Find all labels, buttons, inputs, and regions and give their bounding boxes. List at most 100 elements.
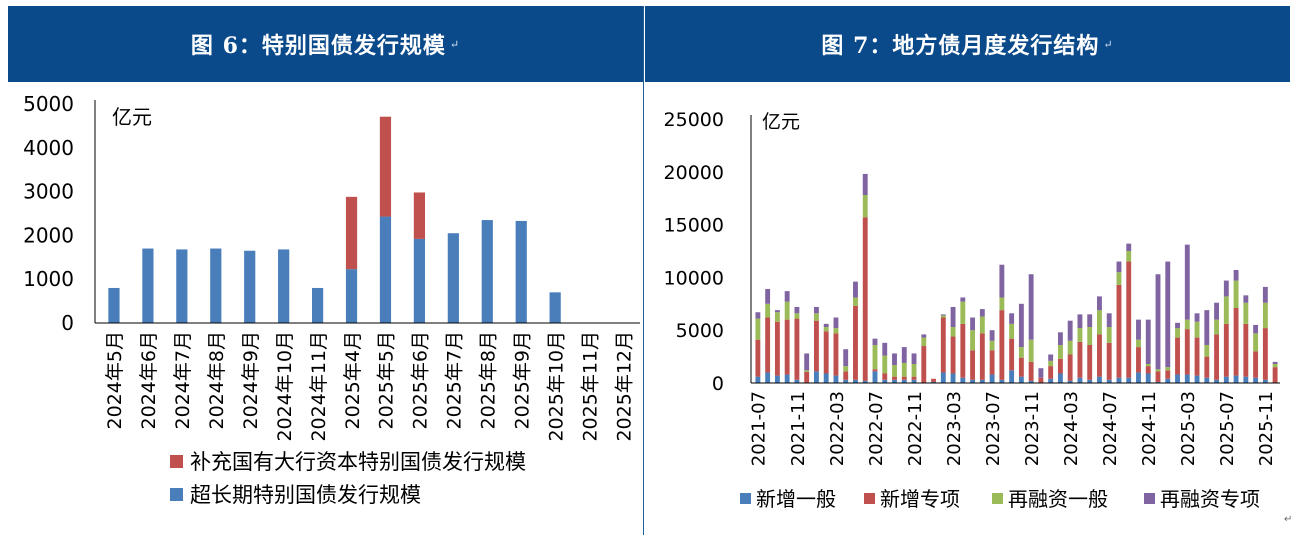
- left-chart-title: 图 6：特别国债发行规模: [190, 33, 446, 59]
- bar-segment: [979, 316, 985, 334]
- panel-divider: [643, 6, 644, 535]
- bar-segment: [1067, 320, 1073, 341]
- bar-segment: [901, 376, 907, 380]
- bar-segment: [921, 334, 927, 338]
- bar-segment: [1253, 333, 1259, 352]
- bar-segment: [813, 306, 819, 314]
- bar-segment: [176, 249, 188, 323]
- bar-segment: [1145, 366, 1151, 374]
- bar-segment: [774, 312, 780, 322]
- x-tick-label: 2022-03: [827, 391, 848, 466]
- bar-segment: [950, 373, 956, 383]
- legend-label: 新增专项: [880, 487, 960, 511]
- legend-swatch: [992, 493, 1003, 504]
- bar-segment: [823, 327, 829, 332]
- legend-label: 再融资专项: [1160, 487, 1260, 511]
- y-tick-label: 25000: [664, 109, 724, 131]
- bar-segment: [108, 287, 120, 323]
- bar-segment: [1204, 356, 1210, 378]
- bar-segment: [1038, 368, 1044, 378]
- bar-segment: [862, 380, 868, 383]
- legend-swatch: [1144, 493, 1155, 504]
- x-tick-label: 2025-11: [1256, 391, 1277, 466]
- bar-segment: [1145, 373, 1151, 383]
- bar-segment: [872, 369, 878, 372]
- bar-segment: [1233, 308, 1239, 376]
- bar-segment: [1262, 379, 1268, 383]
- bar-segment: [979, 379, 985, 383]
- bar-segment: [853, 297, 858, 306]
- bar-segment: [843, 349, 849, 367]
- bar-segment: [1097, 296, 1102, 311]
- bar-segment: [999, 297, 1005, 311]
- bar-segment: [1175, 328, 1180, 338]
- bar-segment: [1243, 302, 1249, 324]
- legend-swatch: [170, 455, 183, 468]
- bar-segment: [1194, 321, 1200, 338]
- x-tick-label: 2024年8月: [206, 331, 228, 429]
- bar-segment: [1233, 280, 1239, 309]
- y-tick-label: 4000: [23, 136, 74, 160]
- bar-segment: [1165, 367, 1171, 371]
- bar-segment: [413, 238, 426, 323]
- bar-segment: [1184, 319, 1190, 330]
- y-tick-label: 3000: [23, 180, 74, 204]
- bar-segment: [1204, 377, 1210, 383]
- bar-segment: [1214, 379, 1220, 383]
- bar-segment: [765, 289, 771, 304]
- bar-segment: [1009, 313, 1015, 324]
- bar-segment: [1057, 373, 1063, 383]
- bar-segment: [882, 355, 888, 374]
- bar-segment: [931, 381, 936, 383]
- bar-segment: [794, 313, 800, 319]
- bar-segment: [755, 312, 761, 319]
- right-chart-header: 图 7：地方债月度发行结构 ↵: [645, 6, 1290, 82]
- bar-segment: [1243, 323, 1249, 377]
- bar-segment: [1018, 347, 1024, 358]
- bar-segment: [1028, 361, 1034, 381]
- bar-segment: [1028, 339, 1034, 362]
- legend-label: 超长期特别国债发行规模: [190, 483, 421, 507]
- bar-segment: [1145, 363, 1151, 367]
- x-tick-label: 2021-11: [788, 391, 809, 466]
- bar-segment: [755, 376, 761, 383]
- bar-segment: [921, 337, 927, 347]
- bar-segment: [960, 301, 966, 324]
- x-tick-label: 2024年10月: [274, 331, 296, 442]
- bar-segment: [1233, 270, 1239, 281]
- bar-segment: [515, 220, 527, 323]
- bar-segment: [1184, 374, 1190, 383]
- bar-segment: [244, 250, 256, 323]
- bar-segment: [278, 249, 290, 323]
- legend-label: 补充国有大行资本特别国债发行规模: [190, 450, 526, 474]
- bar-segment: [979, 333, 985, 380]
- bar-segment: [862, 195, 868, 218]
- y-tick-label: 15000: [664, 215, 724, 237]
- bar-segment: [1136, 319, 1141, 340]
- bar-segment: [1048, 378, 1054, 383]
- y-tick-label: 0: [61, 311, 74, 335]
- bar-segment: [901, 362, 907, 377]
- bar-segment: [1057, 332, 1063, 345]
- bar-segment: [960, 297, 966, 302]
- bar-segment: [1116, 261, 1122, 273]
- x-tick-label: 2025年8月: [478, 331, 500, 429]
- bar-segment: [784, 291, 790, 302]
- bar-segment: [882, 379, 888, 383]
- y-unit-label: 亿元: [112, 105, 152, 129]
- bar-segment: [1272, 363, 1278, 368]
- bar-segment: [970, 317, 976, 331]
- bar-segment: [765, 303, 771, 318]
- bar-segment: [1126, 251, 1132, 262]
- bar-segment: [940, 315, 946, 318]
- bar-segment: [1018, 303, 1024, 348]
- bar-segment: [1253, 324, 1259, 334]
- bar-segment: [1194, 337, 1200, 376]
- bar-segment: [989, 374, 995, 383]
- bar-segment: [1155, 274, 1161, 370]
- bar-segment: [833, 317, 839, 329]
- bar-segment: [833, 333, 839, 376]
- bar-segment: [892, 376, 897, 380]
- bar-segment: [1136, 372, 1141, 383]
- bar-segment: [1184, 329, 1190, 375]
